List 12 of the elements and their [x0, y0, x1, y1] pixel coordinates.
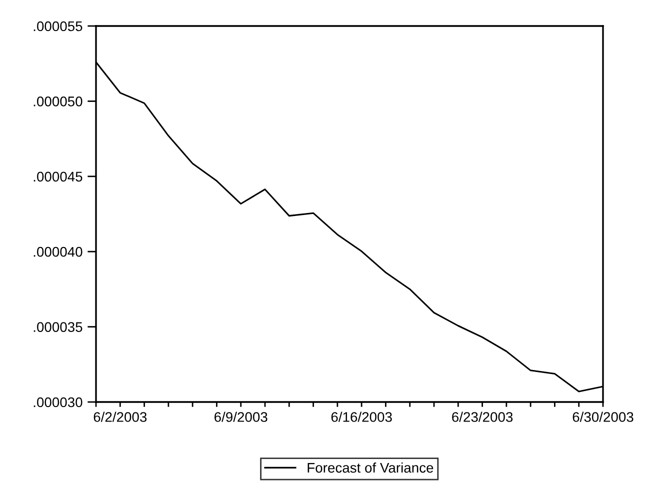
y-tick-label: .000030 — [34, 397, 82, 408]
x-tick-label: 6/16/2003 — [331, 412, 392, 422]
y-tick-label: .000050 — [34, 96, 82, 106]
y-tick-label: .000035 — [34, 322, 82, 332]
y-tick-label: .000045 — [34, 172, 82, 182]
x-tick-label: 6/23/2003 — [452, 412, 513, 422]
legend-label: Forecast of Variance — [308, 462, 434, 473]
y-tick-label: .000040 — [34, 246, 82, 257]
y-tick-label: .000055 — [34, 21, 82, 32]
x-tick-label: 6/2/2003 — [94, 412, 147, 422]
x-tick-label: 6/9/2003 — [214, 412, 268, 422]
x-tick-label: 6/30/2003 — [572, 412, 634, 422]
